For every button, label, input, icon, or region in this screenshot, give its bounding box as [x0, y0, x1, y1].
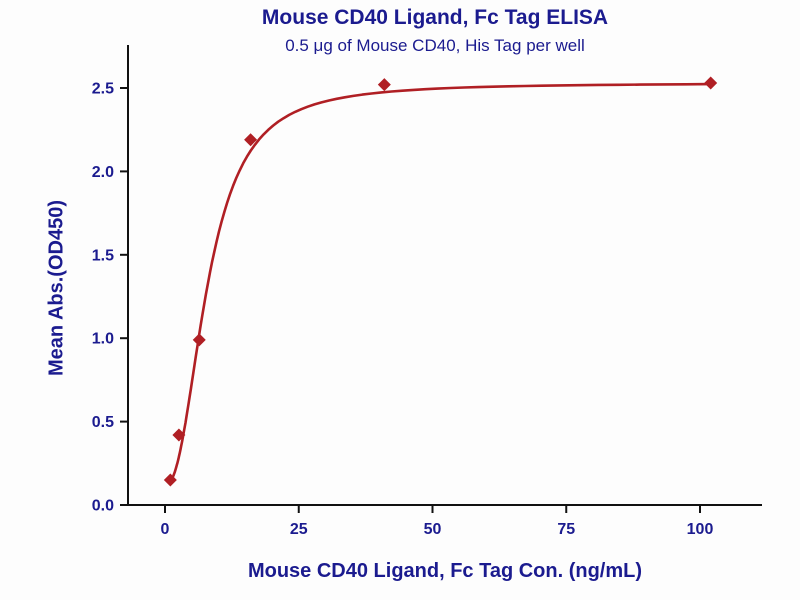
- y-tick-label: 0.0: [92, 498, 114, 515]
- x-tick-label: 100: [687, 521, 714, 538]
- y-tick-label: 1.5: [92, 247, 114, 264]
- chart-title: Mouse CD40 Ligand, Fc Tag ELISA: [261, 6, 609, 29]
- data-point-marker: [704, 76, 718, 90]
- x-axis-label: Mouse CD40 Ligand, Fc Tag Con. (ng/mL): [247, 560, 643, 582]
- chart-subtitle: 0.5 μg of Mouse CD40, His Tag per well: [285, 36, 585, 55]
- x-tick-label: 50: [424, 521, 442, 538]
- data-point-marker: [163, 473, 177, 487]
- y-tick-label: 1.0: [92, 331, 114, 348]
- x-tick-label: 75: [557, 521, 575, 538]
- fit-curve: [169, 82, 712, 483]
- x-tick-label: 0: [161, 521, 170, 538]
- y-tick-label: 2.5: [92, 81, 114, 98]
- x-tick-label: 25: [290, 521, 308, 538]
- data-point-marker: [244, 133, 258, 147]
- y-tick-label: 2.0: [92, 164, 114, 181]
- y-tick-label: 0.5: [92, 414, 114, 431]
- data-point-marker: [377, 78, 391, 92]
- data-point-marker: [172, 428, 186, 442]
- data-point-marker: [192, 333, 206, 347]
